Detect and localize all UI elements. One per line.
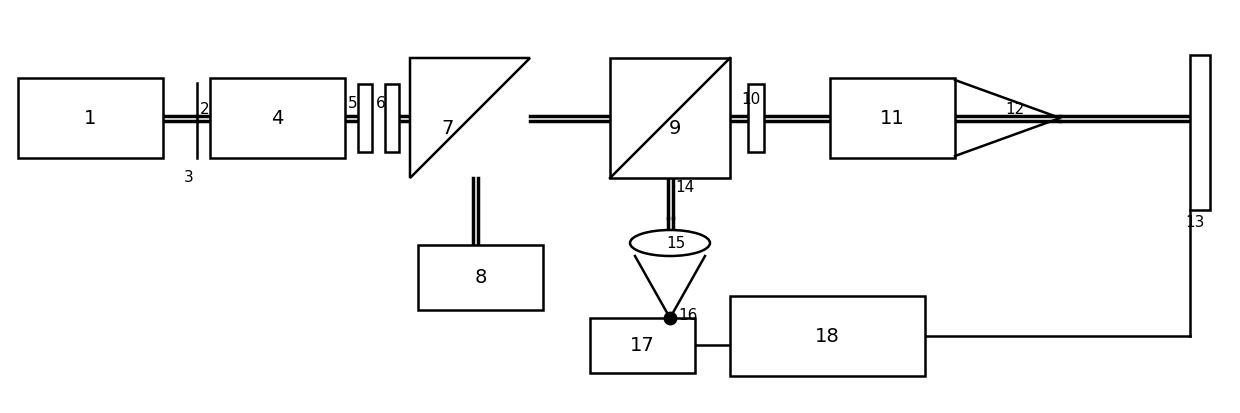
Bar [830,78,955,158]
Bar [19,78,162,158]
Bar [210,78,345,158]
Bar [610,58,730,178]
Bar [384,84,399,152]
Text: 9: 9 [668,119,681,138]
Bar [748,84,764,152]
Text: 10: 10 [742,93,760,107]
Text: 2: 2 [200,102,210,116]
Bar [418,245,543,310]
Text: 15: 15 [666,235,686,251]
Text: 1: 1 [84,109,97,128]
Text: 8: 8 [475,268,486,287]
Ellipse shape [630,230,711,256]
Text: 5: 5 [348,97,358,112]
Text: 12: 12 [1006,102,1024,118]
Bar [730,296,925,376]
Text: 3: 3 [184,170,193,185]
Bar [590,318,694,373]
Text: 7: 7 [441,119,454,138]
Text: 11: 11 [880,109,905,128]
Text: 17: 17 [630,336,655,355]
Bar [1190,55,1210,210]
Text: 16: 16 [678,308,697,323]
Text: 18: 18 [815,327,839,346]
Text: 14: 14 [675,180,694,195]
Polygon shape [410,58,529,178]
Text: 6: 6 [376,97,386,112]
Text: 13: 13 [1185,215,1205,230]
Text: 4: 4 [272,109,284,128]
Bar [358,84,372,152]
